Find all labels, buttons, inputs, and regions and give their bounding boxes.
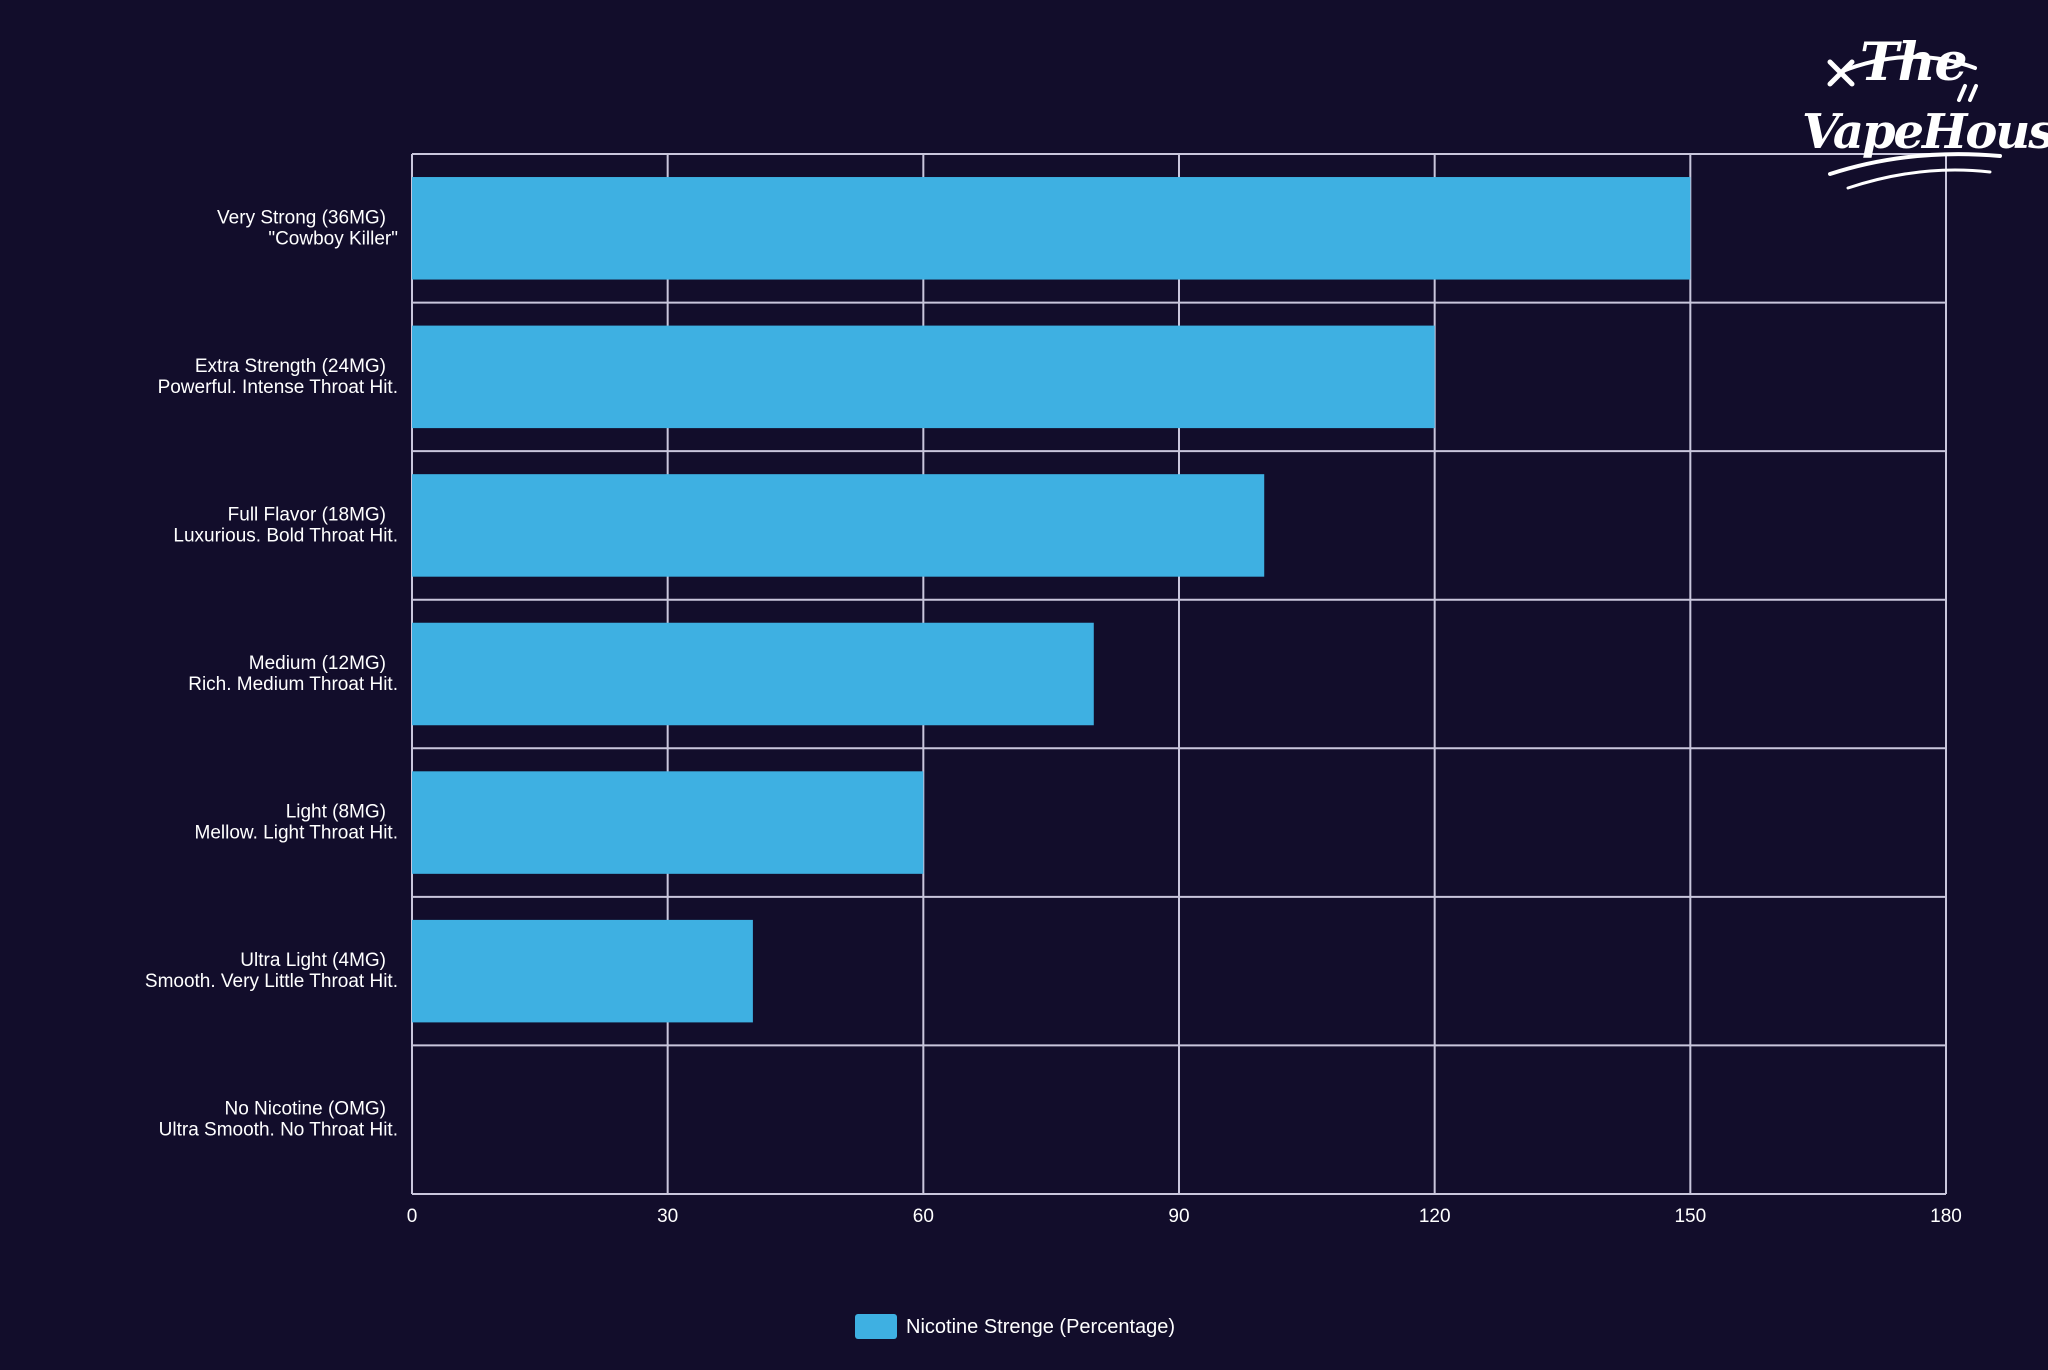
vapehouse-logo: The VapeHouse	[1800, 22, 2048, 212]
bar	[412, 177, 1691, 280]
category-label-line1: No Nicotine (OMG)	[224, 1099, 386, 1120]
x-tick-label: 90	[1168, 1206, 1189, 1227]
category-label-line2: Rich. Medium Throat Hit.	[188, 674, 398, 695]
logo-text-the: The	[1860, 32, 1968, 93]
x-tick-label: 180	[1930, 1206, 1962, 1227]
category-label-line1: Extra Strength (24MG)	[195, 356, 386, 377]
category-label-line1: Full Flavor (18MG)	[228, 504, 386, 525]
category-label-line2: Luxurious. Bold Throat Hit.	[173, 525, 398, 546]
x-tick-label: 30	[657, 1206, 678, 1227]
category-label-line1: Ultra Light (4MG)	[240, 950, 386, 971]
category-label-line2: Mellow. Light Throat Hit.	[195, 823, 398, 844]
legend-swatch	[855, 1314, 897, 1339]
x-tick-label: 120	[1419, 1206, 1451, 1227]
category-label-line2: Ultra Smooth. No Throat Hit.	[159, 1120, 398, 1141]
bar	[412, 325, 1435, 429]
category-label-line2: "Cowboy Killer"	[268, 228, 398, 249]
bar	[412, 919, 753, 1023]
x-tick-label: 150	[1674, 1206, 1706, 1227]
category-label-line2: Powerful. Intense Throat Hit.	[158, 377, 398, 398]
bar	[412, 771, 924, 874]
bar	[412, 622, 1094, 726]
category-label-line1: Light (8MG)	[286, 802, 386, 823]
category-label-line1: Very Strong (36MG)	[217, 207, 386, 228]
category-label-line2: Smooth. Very Little Throat Hit.	[145, 971, 398, 992]
x-tick-label: 0	[407, 1206, 418, 1227]
legend-label: Nicotine Strenge (Percentage)	[906, 1316, 1175, 1338]
category-label-line1: Medium (12MG)	[249, 653, 386, 674]
bar	[412, 474, 1265, 577]
x-tick-label: 60	[913, 1206, 934, 1227]
logo-text-vapehouse: VapeHouse	[1802, 104, 2048, 160]
